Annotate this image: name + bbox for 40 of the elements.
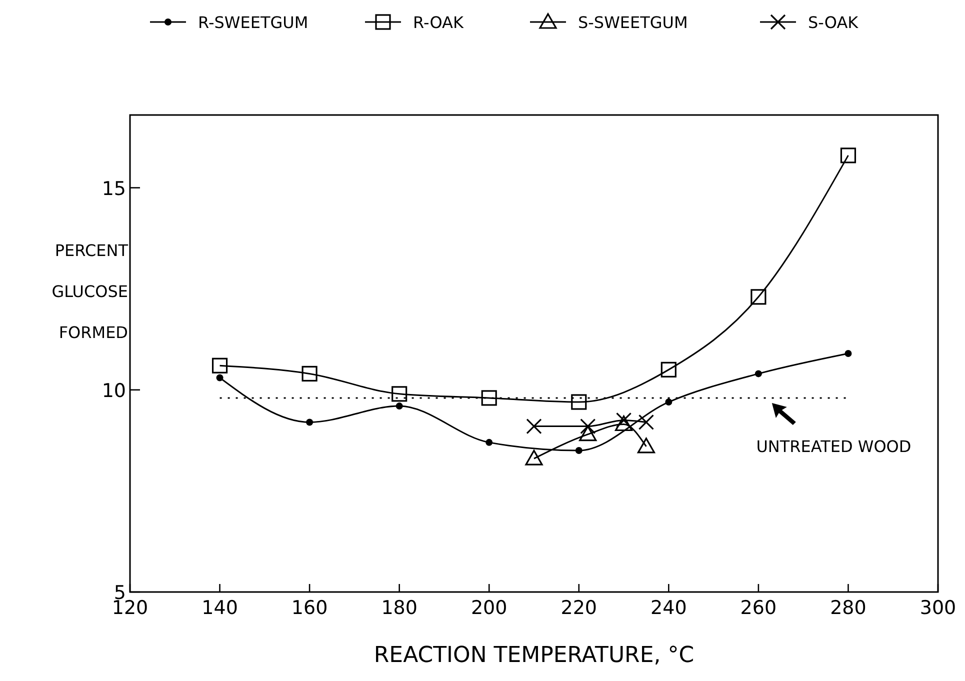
point [844, 350, 852, 357]
point [840, 148, 856, 164]
point [665, 398, 672, 406]
point [638, 414, 654, 430]
point [579, 426, 597, 442]
point [396, 402, 403, 410]
point [660, 362, 676, 378]
point [750, 289, 766, 305]
point [571, 394, 587, 410]
point [302, 366, 318, 382]
point [392, 386, 408, 402]
point [212, 358, 228, 374]
point [575, 447, 582, 454]
legend-label: S-SWEETGUM [578, 13, 688, 32]
legend-label: R-OAK [413, 13, 464, 32]
x-tick-label: 200 [470, 597, 508, 619]
x-tick-label: 300 [920, 597, 956, 619]
point [481, 390, 497, 406]
legend-label: R-SWEETGUM [198, 13, 308, 32]
y-tick-label: 15 [102, 178, 126, 200]
x-tick-label: 280 [830, 597, 866, 619]
text: PERCENT GLUCOSE FORMED [52, 241, 128, 342]
point [525, 450, 543, 466]
x-tick-label: 260 [740, 597, 777, 619]
point [486, 438, 493, 446]
point [526, 418, 542, 434]
ref-line-label: UNTREATED WOOD [756, 436, 912, 456]
point [216, 374, 224, 382]
x-tick-label: 220 [560, 597, 598, 619]
point [637, 438, 656, 454]
point [754, 370, 762, 378]
x-tick-label: 160 [291, 597, 328, 619]
y-tick-label: 10 [102, 380, 126, 402]
x-tick-label: 180 [381, 597, 418, 619]
x-tick-label: 240 [650, 597, 687, 619]
x-axis-title: REACTION TEMPERATURE, °C [374, 643, 694, 668]
point [306, 418, 314, 426]
point [614, 415, 633, 432]
legend-label: S-OAK [808, 13, 859, 32]
x-tick-label: 140 [202, 597, 238, 619]
